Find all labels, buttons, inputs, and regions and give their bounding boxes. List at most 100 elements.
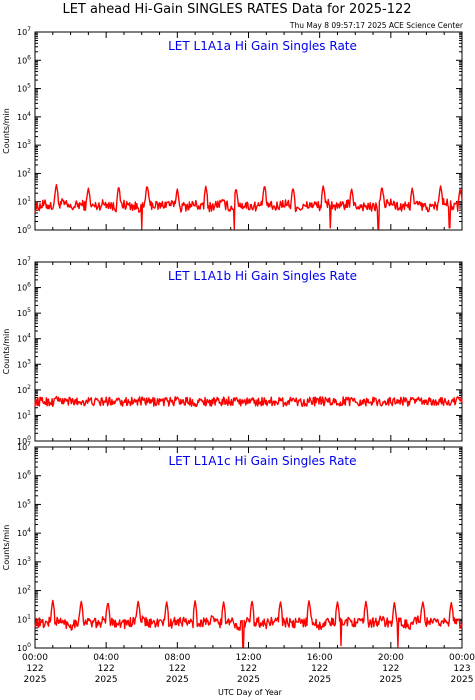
y-tick-base: 10 (17, 472, 27, 481)
x-tick-year: 2025 (24, 675, 47, 685)
series-line (34, 599, 463, 648)
x-tick-doy: 122 (382, 664, 399, 674)
y-tick-exponent: 3 (27, 139, 31, 146)
y-tick-base: 10 (17, 56, 27, 65)
timestamp: Thu May 8 09:57:17 2025 ACE Science Cent… (289, 21, 464, 30)
y-axis-label: Counts/min (2, 108, 11, 154)
y-tick-exponent: 4 (27, 111, 31, 118)
y-tick-exponent: 2 (27, 585, 31, 592)
x-tick-year: 2025 (451, 675, 474, 685)
y-tick-exponent: 1 (27, 196, 31, 203)
y-tick-exponent: 7 (27, 441, 31, 448)
x-tick-doy: 122 (26, 664, 43, 674)
x-tick-doy: 122 (240, 664, 257, 674)
series-line-group (34, 599, 463, 648)
y-tick-exponent: 7 (27, 256, 31, 263)
panel-title: LET L1A1a Hi Gain Singles Rate (168, 39, 357, 53)
y-tick-base: 10 (17, 169, 27, 178)
panel-l1a1c: LET L1A1c Hi Gain Singles Rate Counts/mi… (2, 441, 463, 653)
x-tick-time: 04:00 (93, 653, 119, 663)
y-tick-exponent: 1 (27, 409, 31, 416)
y-tick-base: 10 (17, 28, 27, 37)
y-tick-base: 10 (17, 587, 27, 596)
y-tick-base: 10 (17, 437, 27, 446)
y-tick-label: 104 (17, 527, 31, 538)
y-tick-exponent: 0 (27, 435, 31, 442)
y-tick-exponent: 1 (27, 613, 31, 620)
y-axis-label: Counts/min (2, 525, 11, 571)
y-tick-label: 105 (17, 83, 31, 94)
y-tick-label: 101 (17, 613, 31, 624)
y-tick-label: 103 (17, 358, 31, 369)
y-tick-label: 106 (17, 282, 31, 293)
x-tick-year: 2025 (237, 675, 260, 685)
y-tick-label: 102 (17, 585, 31, 596)
x-tick-year: 2025 (166, 675, 189, 685)
x-tick-doy: 122 (169, 664, 186, 674)
x-tick-year: 2025 (95, 675, 118, 685)
y-tick-exponent: 4 (27, 333, 31, 340)
y-tick-base: 10 (17, 615, 27, 624)
y-tick-base: 10 (17, 500, 27, 509)
y-tick-label: 104 (17, 111, 31, 122)
y-tick-exponent: 4 (27, 527, 31, 534)
y-tick-label: 100 (17, 642, 31, 653)
y-tick-base: 10 (17, 113, 27, 122)
x-tick-marks (34, 262, 463, 441)
y-tick-exponent: 7 (27, 26, 31, 33)
y-tick-label: 106 (17, 54, 31, 65)
y-tick-base: 10 (17, 309, 27, 318)
y-tick-base: 10 (17, 335, 27, 344)
y-tick-label: 105 (17, 498, 31, 509)
y-tick-base: 10 (17, 258, 27, 267)
x-tick-year: 2025 (308, 675, 331, 685)
y-tick-label: 105 (17, 307, 31, 318)
x-tick-time: 16:00 (307, 653, 333, 663)
x-tick-doy: 123 (453, 664, 470, 674)
y-tick-label: 100 (17, 435, 31, 446)
x-tick-marks (34, 447, 463, 648)
y-tick-label: 107 (17, 256, 31, 267)
y-tick-label: 101 (17, 196, 31, 207)
y-tick-exponent: 6 (27, 54, 31, 61)
y-tick-label: 107 (17, 441, 31, 452)
plot-frame (34, 31, 463, 231)
y-tick-label: 103 (17, 139, 31, 150)
y-tick-label: 104 (17, 333, 31, 344)
y-tick-label: 103 (17, 556, 31, 567)
series-line-group (34, 395, 463, 408)
y-tick-base: 10 (17, 85, 27, 94)
series-line (34, 395, 463, 408)
y-tick-exponent: 3 (27, 556, 31, 563)
x-tick-doy: 122 (98, 664, 115, 674)
panel-l1a1a: LET L1A1a Hi Gain Singles Rate Counts/mi… (2, 26, 463, 235)
x-tick-year: 2025 (379, 675, 402, 685)
figure-title: LET ahead Hi-Gain SINGLES RATES Data for… (62, 2, 411, 17)
y-tick-exponent: 5 (27, 83, 31, 90)
y-tick-base: 10 (17, 360, 27, 369)
y-axis-label: Counts/min (2, 329, 11, 375)
y-tick-exponent: 3 (27, 358, 31, 365)
y-tick-exponent: 2 (27, 167, 31, 174)
y-tick-exponent: 0 (27, 224, 31, 231)
y-tick-exponent: 6 (27, 282, 31, 289)
plot-frame (34, 261, 463, 442)
plot-frame (34, 446, 463, 649)
panel-l1a1b: LET L1A1b Hi Gain Singles Rate Counts/mi… (2, 256, 463, 446)
y-tick-base: 10 (17, 284, 27, 293)
x-axis-label: UTC Day of Year (218, 688, 283, 697)
y-tick-label: 100 (17, 224, 31, 235)
x-tick-time: 20:00 (378, 653, 404, 663)
y-tick-base: 10 (17, 141, 27, 150)
x-tick-marks (34, 32, 463, 230)
panel-title: LET L1A1c Hi Gain Singles Rate (168, 454, 356, 468)
y-tick-base: 10 (17, 198, 27, 207)
x-tick-time: 12:00 (236, 653, 262, 663)
series-line (34, 183, 463, 230)
y-tick-label: 106 (17, 470, 31, 481)
y-tick-exponent: 5 (27, 498, 31, 505)
y-tick-base: 10 (17, 644, 27, 653)
panel-title: LET L1A1b Hi Gain Singles Rate (168, 269, 357, 283)
